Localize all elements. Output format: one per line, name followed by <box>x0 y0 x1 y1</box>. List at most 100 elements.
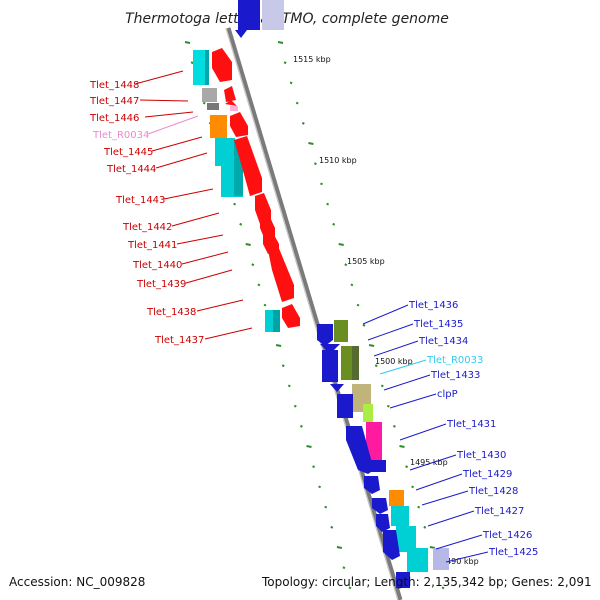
scale-tick <box>441 586 445 590</box>
scale-tick <box>386 404 390 408</box>
scale-tick <box>257 283 261 287</box>
gene-block-1447 <box>202 88 217 102</box>
scale-tick <box>277 41 284 44</box>
gene-label[interactable]: Tlet_1448 <box>89 80 139 91</box>
scale-tick <box>399 445 405 448</box>
gene-label[interactable]: Tlet_1439 <box>136 279 186 290</box>
gene-arrow-1430 <box>346 426 374 474</box>
kbp-label-1495: 1495 kbp <box>410 458 448 467</box>
scale-tick <box>263 303 267 307</box>
scale-tick <box>233 202 237 206</box>
scale-tick <box>275 344 282 347</box>
scale-tick <box>380 384 384 388</box>
scale-tick <box>245 243 251 246</box>
gene-label[interactable]: Tlet_R0033 <box>426 355 483 366</box>
scale-tick <box>299 424 303 428</box>
gene-label[interactable]: clpP <box>437 389 458 400</box>
gene-label[interactable]: Tlet_1446 <box>89 113 139 124</box>
right-strand-genes <box>317 320 449 588</box>
gene-label[interactable]: Tlet_1426 <box>482 530 532 541</box>
gene-block-1428 <box>389 490 404 506</box>
gene-label[interactable]: Tlet_1430 <box>456 450 506 461</box>
scale-tick <box>326 202 330 206</box>
gene-label[interactable]: Tlet_1428 <box>468 486 518 497</box>
kbp-label-1505: 1505 kbp <box>347 257 385 266</box>
gene-label[interactable]: Tlet_1435 <box>413 319 463 330</box>
scale-labels: 1515 kbp 1510 kbp 1505 kbp 1500 kbp 1495… <box>293 55 479 566</box>
scale-tick <box>356 303 360 307</box>
gene-arrow-1439 <box>268 246 294 302</box>
gene-block-1444 <box>215 138 235 166</box>
gene-label[interactable]: Tlet_1440 <box>132 260 182 271</box>
gene-block-1426 <box>396 526 416 552</box>
scale-tick <box>287 384 291 388</box>
genome-summary-text: Topology: circular; Length: 2,135,342 bp… <box>262 575 592 589</box>
genome-backbone <box>225 27 403 600</box>
gene-label[interactable]: Tlet_1434 <box>418 336 468 347</box>
scale-tick <box>295 101 299 105</box>
kbp-label-1500: 1500 kbp <box>375 357 413 366</box>
scale-tick <box>324 505 328 509</box>
gene-label[interactable]: Tlet_1447 <box>89 96 139 107</box>
scale-tick <box>336 546 343 549</box>
gene-label[interactable]: Tlet_1444 <box>106 164 156 175</box>
gene-label[interactable]: Tlet_1425 <box>488 547 538 558</box>
scale-tick <box>313 162 317 166</box>
gene-label[interactable]: Tlet_1441 <box>127 240 177 251</box>
scale-tick <box>411 485 415 489</box>
scale-tick <box>405 465 409 469</box>
genome-backbone-highlight <box>225 27 399 600</box>
gene-block-1430 <box>366 422 382 460</box>
gene-block-1425 <box>433 548 449 570</box>
scale-tick <box>332 222 336 226</box>
kbp-label-1510: 1510 kbp <box>319 156 357 165</box>
gene-label[interactable]: Tlet_1429 <box>462 469 512 480</box>
scale-tick <box>281 364 285 368</box>
gene-label[interactable]: Tlet_1442 <box>122 222 172 233</box>
gene-label[interactable]: Tlet_1433 <box>430 370 480 381</box>
top-partial-genes <box>235 0 284 38</box>
gene-block-1431-body <box>337 394 353 418</box>
gene-arrow-1426 <box>383 530 400 560</box>
scale-tick <box>251 263 255 267</box>
kbp-label-1515: 1515 kbp <box>293 55 331 64</box>
left-strand-genes <box>193 48 300 332</box>
gene-label[interactable]: Tlet_1438 <box>146 307 196 318</box>
gene-arrow-1429 <box>364 476 380 494</box>
map-title: Thermotoga lettingae TMO, complete genom… <box>125 11 449 27</box>
scale-tick <box>293 404 297 408</box>
scale-tick <box>362 323 366 327</box>
scale-tick <box>190 61 194 65</box>
gene-label[interactable]: Tlet_1436 <box>408 300 458 311</box>
gene-label[interactable]: Tlet_1445 <box>103 147 153 158</box>
scale-tick <box>239 222 243 226</box>
scale-tick <box>392 424 396 428</box>
gene-arrow-1443 <box>234 136 262 196</box>
gene-arrow-1446 <box>224 86 236 102</box>
gene-block-1435 <box>334 320 348 342</box>
scale-tick <box>301 121 305 125</box>
scale-tick <box>320 182 323 186</box>
scale-tick <box>289 81 293 85</box>
scale-tick <box>342 566 346 570</box>
scale-tick <box>350 283 354 287</box>
scale-tick <box>338 243 344 246</box>
left-gene-labels: Tlet_1448 Tlet_1447 Tlet_1446 Tlet_R0034… <box>89 70 253 346</box>
gene-label[interactable]: Tlet_1431 <box>446 419 496 430</box>
gene-label[interactable]: Tlet_1443 <box>115 195 165 206</box>
gene-label[interactable]: Tlet_1427 <box>474 506 524 517</box>
gene-arrow-1436 <box>317 324 333 346</box>
scale-tick <box>306 445 312 448</box>
scale-tick <box>374 364 378 368</box>
gene-block-1433 <box>322 350 338 382</box>
gene-label[interactable]: Tlet_1437 <box>154 335 204 346</box>
gene-arrow-1438 <box>282 304 300 328</box>
gene-block-1445 <box>210 115 227 138</box>
scale-tick <box>368 344 375 347</box>
gene-label[interactable]: Tlet_R0034 <box>92 130 149 141</box>
gene-arrow-1428 <box>372 498 388 514</box>
gene-arrow-1427 <box>376 514 390 532</box>
right-gene-labels: Tlet_1436 Tlet_1435 Tlet_1434 Tlet_R0033… <box>362 300 538 563</box>
scale-tick <box>348 586 352 590</box>
scale-tick <box>330 525 334 529</box>
